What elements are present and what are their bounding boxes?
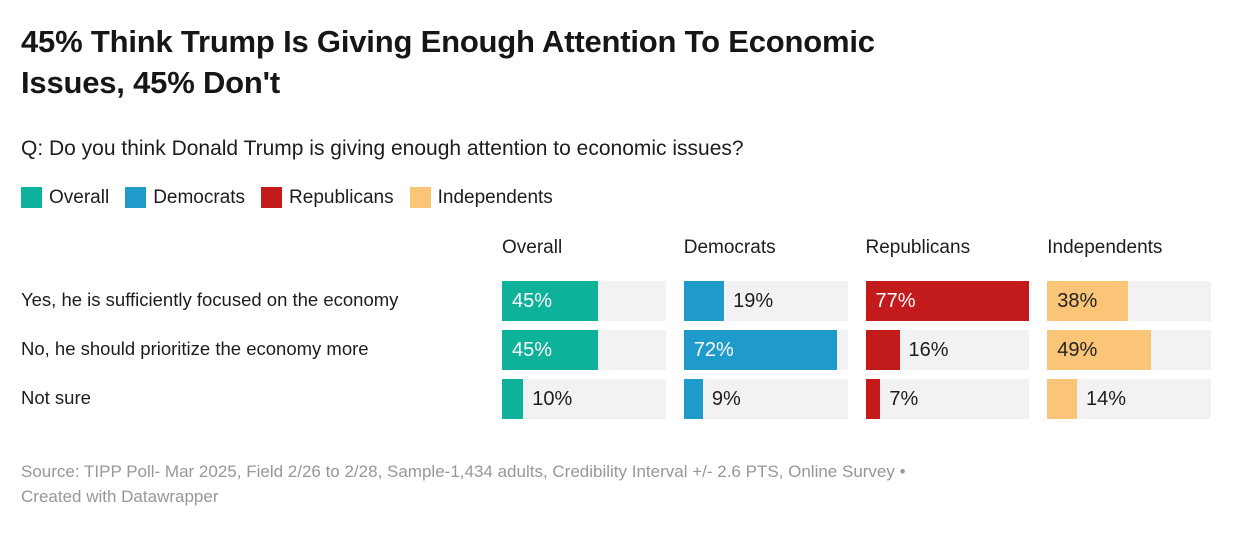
column-header-overall: Overall bbox=[502, 236, 563, 258]
legend-swatch-icon bbox=[125, 187, 147, 209]
bar-value-label: 16% bbox=[908, 338, 949, 361]
legend-item-democrats: Democrats bbox=[125, 187, 245, 209]
chart-subtitle-question: Q: Do you think Donald Trump is giving e… bbox=[21, 136, 744, 160]
bar-value-label: 45% bbox=[512, 338, 553, 361]
bar-track-republicans: 16% bbox=[865, 329, 1030, 370]
bar-value-label: 72% bbox=[693, 338, 734, 361]
legend-item-republicans: Republicans bbox=[261, 187, 394, 209]
bar-fill-democrats bbox=[683, 329, 837, 370]
page-title: 45% Think Trump Is Giving Enough Attenti… bbox=[21, 24, 875, 100]
bar-fill-overall bbox=[502, 329, 598, 370]
bar-value-label: 19% bbox=[733, 289, 774, 312]
bar-fill-independents bbox=[1047, 378, 1078, 419]
bar-value-label: 45% bbox=[512, 289, 553, 312]
row-label-no-he: No, he should prioritize the economy mor… bbox=[21, 338, 369, 360]
bar-fill-republicans bbox=[865, 329, 900, 370]
bar-track-independents: 38% bbox=[1047, 280, 1211, 321]
bar-value-label: 9% bbox=[711, 387, 741, 410]
bar-track-democrats: 9% bbox=[683, 378, 848, 419]
legend-label: Overall bbox=[49, 186, 110, 208]
bar-fill-republicans bbox=[865, 378, 881, 419]
legend-swatch-icon bbox=[409, 187, 431, 209]
row-label-not-sure: Not sure bbox=[21, 387, 91, 409]
legend-item-overall: Overall bbox=[21, 187, 109, 209]
legend-label: Independents bbox=[437, 186, 553, 208]
bar-fill-overall bbox=[502, 378, 524, 419]
bar-track-overall: 45% bbox=[502, 280, 666, 321]
bar-track-democrats: 19% bbox=[683, 280, 848, 321]
bar-track-republicans: 7% bbox=[865, 378, 1030, 419]
legend: Overall Democrats Republicans Independents bbox=[21, 187, 1211, 209]
bar-track-republicans: 77% bbox=[865, 280, 1030, 321]
bar-track-independents: 14% bbox=[1047, 378, 1211, 419]
column-header-independents: Independents bbox=[1047, 236, 1163, 258]
bar-track-overall: 45% bbox=[502, 329, 666, 370]
bar-fill-democrats bbox=[683, 378, 703, 419]
bar-value-label: 14% bbox=[1086, 387, 1127, 410]
bar-fill-republicans bbox=[865, 280, 1030, 321]
legend-label: Democrats bbox=[153, 186, 246, 208]
legend-label: Republicans bbox=[289, 186, 394, 208]
chart: Overall Democrats Republicans Independents Y… bbox=[21, 237, 1211, 419]
bar-fill-independents bbox=[1047, 329, 1152, 370]
bar-value-label: 7% bbox=[889, 387, 919, 410]
bar-value-label: 10% bbox=[532, 387, 573, 410]
bar-value-label: 38% bbox=[1057, 289, 1098, 312]
bar-fill-democrats bbox=[683, 280, 725, 321]
bar-value-label: 49% bbox=[1057, 338, 1098, 361]
legend-swatch-icon bbox=[261, 187, 283, 209]
column-header-republicans: Republicans bbox=[865, 236, 971, 258]
bar-value-label: 77% bbox=[875, 289, 916, 312]
row-label-yes-he: Yes, he is sufficiently focused on the e… bbox=[21, 289, 399, 311]
bar-track-independents: 49% bbox=[1047, 329, 1211, 370]
legend-item-independents: Independents bbox=[409, 186, 553, 209]
bar-fill-overall bbox=[502, 280, 598, 321]
bar-track-overall: 10% bbox=[502, 378, 666, 419]
legend-swatch-icon bbox=[21, 187, 42, 209]
source-note: Source: TIPP Poll- Mar 2025, Field 2/26 … bbox=[21, 461, 906, 507]
column-header-democrats: Democrats bbox=[683, 236, 776, 258]
bar-fill-independents bbox=[1047, 280, 1129, 321]
bar-track-democrats: 72% bbox=[683, 329, 848, 370]
